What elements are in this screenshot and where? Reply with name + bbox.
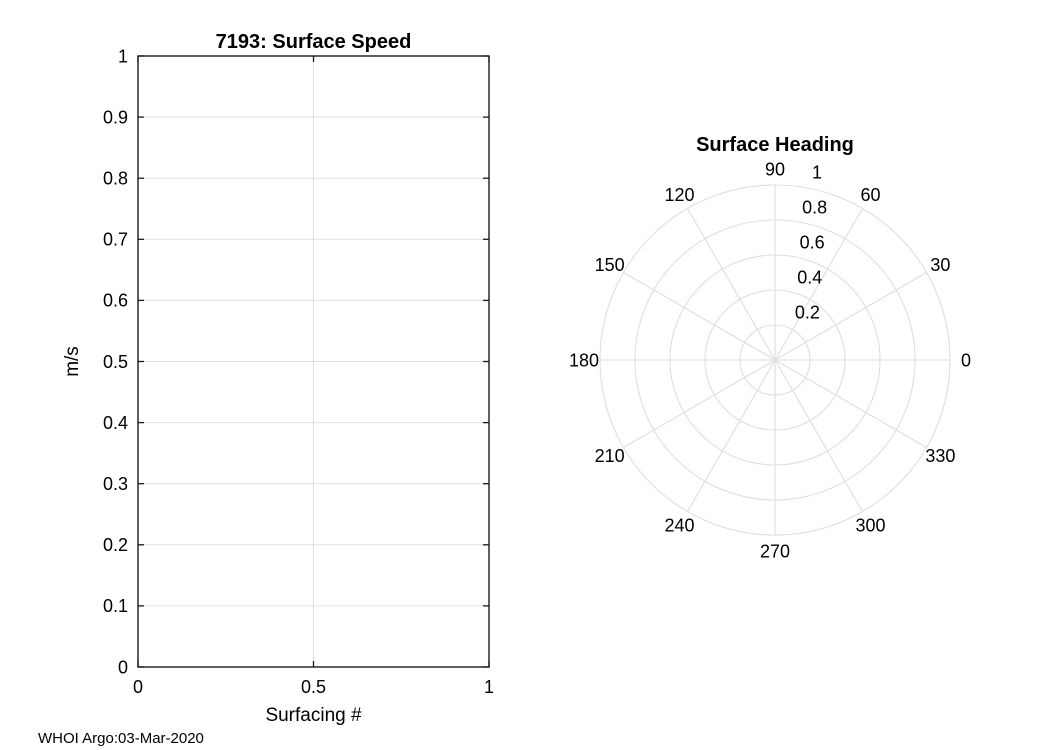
y-tick-label: 0.6 — [103, 291, 128, 311]
radius-tick-label: 0.4 — [797, 267, 822, 287]
polar-spoke — [774, 359, 863, 512]
axes-box — [137, 55, 490, 668]
heading-chart-grid — [599, 184, 951, 536]
heading-chart-angle-labels: 0 30 60 90 120 150 180 210 240 270 300 330 — [569, 159, 971, 561]
radius-tick-label: 0.6 — [800, 232, 825, 252]
angle-tick-label: 270 — [760, 541, 790, 561]
radius-tick-label: 0.2 — [795, 302, 820, 322]
y-tick-label: 0.4 — [103, 413, 128, 433]
polar-spoke — [774, 359, 927, 448]
angle-tick-label: 180 — [569, 350, 599, 370]
angle-tick-label: 60 — [860, 185, 880, 205]
speed-chart-title: 7193: Surface Speed — [216, 31, 412, 53]
y-tick-label: 0.7 — [103, 230, 128, 250]
x-tick-label: 0 — [133, 677, 143, 697]
heading-chart-title: Surface Heading — [696, 134, 854, 156]
angle-tick-label: 0 — [961, 350, 971, 370]
speed-chart-ytick-labels: 0 0.1 0.2 0.3 0.4 0.5 0.6 0.7 0.8 0.9 1 — [103, 46, 128, 677]
x-tick-label: 0.5 — [301, 677, 326, 697]
x-axis-label: Surfacing # — [265, 705, 362, 726]
y-tick-label: 0.9 — [103, 107, 128, 127]
y-tick-label: 0.3 — [103, 474, 128, 494]
polar-spoke — [774, 272, 927, 361]
radius-tick-label: 1 — [812, 162, 822, 182]
y-axis-label: m/s — [62, 346, 83, 377]
y-tick-label: 1 — [118, 46, 128, 66]
heading-chart-radius-labels: 0.2 0.4 0.6 0.8 1 — [795, 162, 827, 322]
polar-spoke — [687, 208, 776, 361]
polar-spoke — [623, 359, 776, 448]
angle-tick-label: 300 — [855, 516, 885, 536]
speed-chart-axes — [137, 55, 490, 668]
polar-spoke — [687, 359, 776, 512]
speed-chart-xtick-labels: 0 0.5 1 — [133, 677, 494, 697]
angle-tick-label: 150 — [595, 255, 625, 275]
angle-tick-label: 240 — [664, 516, 694, 536]
y-tick-label: 0.1 — [103, 596, 128, 616]
y-tick-label: 0.5 — [103, 352, 128, 372]
polar-spoke — [774, 208, 863, 361]
speed-chart: 00.10.20.30.40.50.60.70.80.91 0 0.5 1 7193… — [62, 31, 494, 726]
angle-tick-label: 330 — [925, 446, 955, 466]
angle-tick-label: 30 — [930, 255, 950, 275]
x-tick-label: 1 — [484, 677, 494, 697]
angle-tick-label: 90 — [765, 159, 785, 179]
figure-footer: WHOI Argo:03-Mar-2020 — [38, 730, 204, 747]
angle-tick-label: 210 — [595, 446, 625, 466]
polar-spoke — [623, 272, 776, 361]
y-tick-label: 0 — [118, 657, 128, 677]
angle-tick-label: 120 — [664, 185, 694, 205]
y-tick-label: 0.2 — [103, 535, 128, 555]
radius-tick-label: 0.8 — [802, 197, 827, 217]
y-tick-label: 0.8 — [103, 169, 128, 189]
speed-chart-gridlines — [138, 56, 489, 667]
